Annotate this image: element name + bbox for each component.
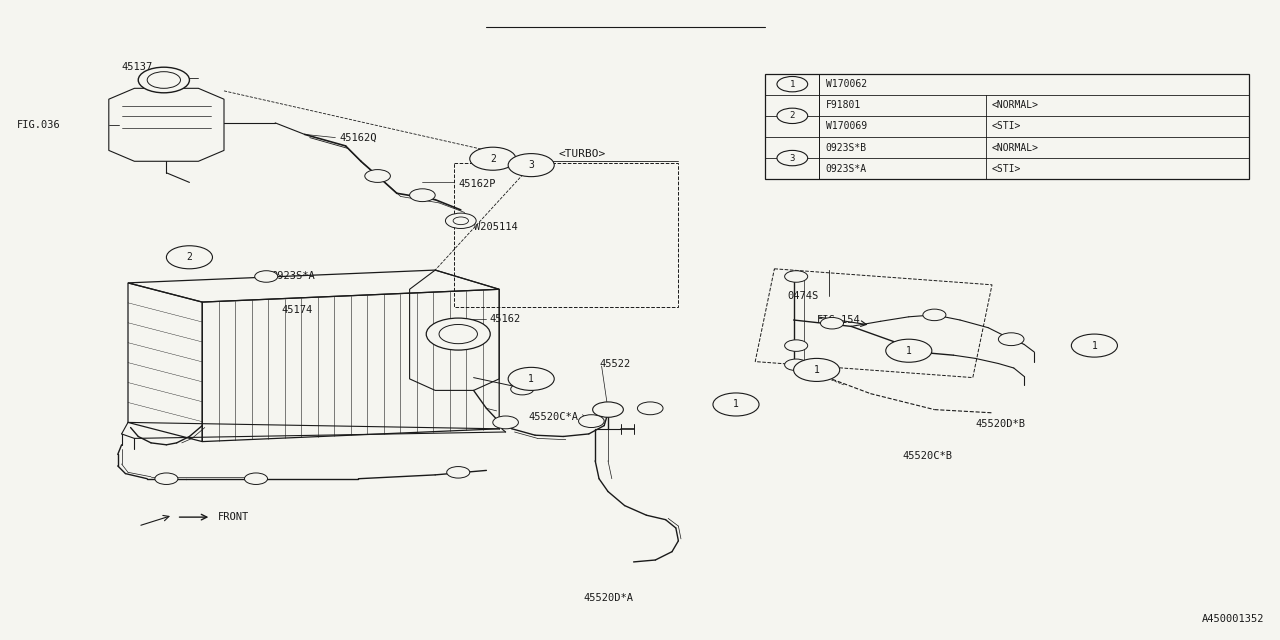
Text: 45162P: 45162P [458,179,495,189]
Text: <NORMAL>: <NORMAL> [992,143,1039,152]
Circle shape [493,416,518,429]
Circle shape [637,402,663,415]
Text: 45162Q: 45162Q [339,132,376,143]
Circle shape [785,340,808,351]
Circle shape [244,473,268,484]
Text: W205114: W205114 [474,222,517,232]
Circle shape [777,108,808,124]
Circle shape [155,473,178,484]
Text: 0923S*B: 0923S*B [826,143,867,152]
Circle shape [923,309,946,321]
Circle shape [365,170,390,182]
Circle shape [579,415,604,428]
Text: 0474S: 0474S [787,291,818,301]
Circle shape [508,367,554,390]
Circle shape [138,67,189,93]
Text: 1: 1 [733,399,739,410]
Circle shape [470,147,516,170]
Circle shape [777,76,808,92]
Text: 45137: 45137 [122,62,152,72]
Circle shape [439,324,477,344]
Text: 1: 1 [529,374,534,384]
Circle shape [713,393,759,416]
Text: 45174: 45174 [282,305,312,316]
Circle shape [508,154,554,177]
Circle shape [998,333,1024,346]
Circle shape [426,318,490,350]
Text: <STI>: <STI> [992,164,1021,173]
Text: <STI>: <STI> [992,122,1021,131]
Text: FIG.036: FIG.036 [17,120,60,130]
Circle shape [785,271,808,282]
Text: 45520D*A: 45520D*A [584,593,634,604]
Text: 0923S*A: 0923S*A [826,164,867,173]
Text: A450001352: A450001352 [1202,614,1265,624]
Text: W170069: W170069 [826,122,867,131]
Circle shape [785,359,808,371]
Text: 1: 1 [790,79,795,89]
Circle shape [511,383,534,395]
Circle shape [147,72,180,88]
Text: <TURBO>: <TURBO> [559,148,605,159]
Text: F91801: F91801 [826,100,861,110]
Text: 3: 3 [529,160,534,170]
Text: FRONT: FRONT [218,512,248,522]
Text: 2: 2 [490,154,495,164]
Circle shape [777,150,808,166]
Circle shape [896,342,922,355]
Text: 0923S*A: 0923S*A [271,271,315,282]
Text: 45522: 45522 [599,358,630,369]
Text: 3: 3 [790,154,795,163]
Text: 1: 1 [1092,340,1097,351]
Text: 2: 2 [187,252,192,262]
Text: FIG.154: FIG.154 [817,315,860,325]
Circle shape [410,189,435,202]
Text: W170062: W170062 [826,79,867,89]
Text: 2: 2 [790,111,795,120]
Text: 45162: 45162 [489,314,520,324]
Text: 45520C*B: 45520C*B [902,451,952,461]
Circle shape [255,271,278,282]
Circle shape [445,213,476,228]
Text: <NORMAL>: <NORMAL> [992,100,1039,110]
Text: 1: 1 [814,365,819,375]
Circle shape [1071,334,1117,357]
Circle shape [166,246,212,269]
Circle shape [453,217,468,225]
Circle shape [794,358,840,381]
Text: 45520C*A: 45520C*A [529,412,579,422]
Circle shape [820,317,844,329]
Text: 1: 1 [906,346,911,356]
Text: 45520D*B: 45520D*B [975,419,1025,429]
Circle shape [447,467,470,478]
Circle shape [593,402,623,417]
Circle shape [886,339,932,362]
